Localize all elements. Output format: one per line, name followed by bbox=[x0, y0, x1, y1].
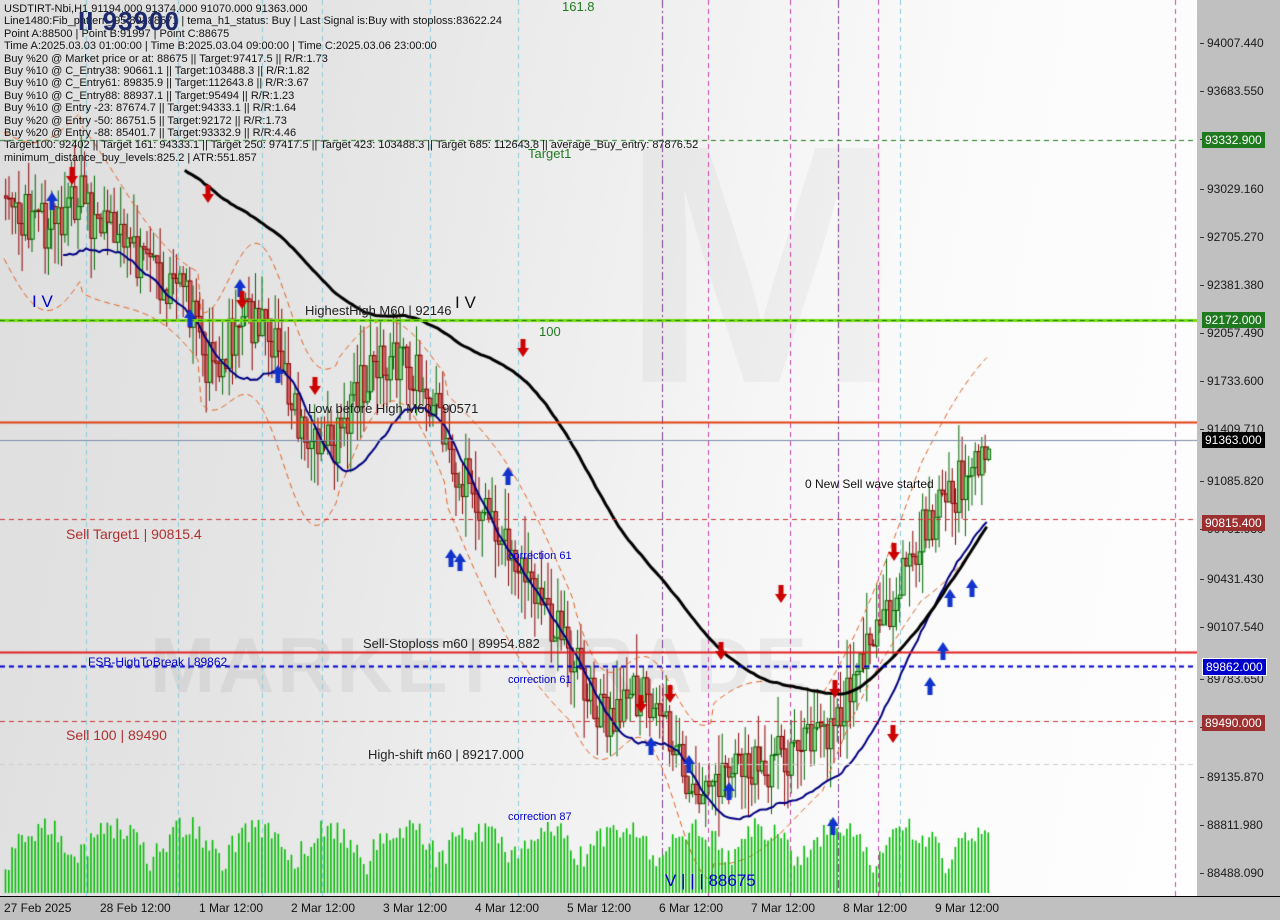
time-tick: 4 Mar 12:00 bbox=[475, 901, 540, 915]
price-tick: 94007.440 bbox=[1200, 36, 1264, 50]
info-quote-line: USDTIRT-Nbi,H1 91194.000 91374.000 91070… bbox=[4, 3, 308, 15]
time-tick: 8 Mar 12:00 bbox=[843, 901, 908, 915]
time-tick: 5 Mar 12:00 bbox=[567, 901, 632, 915]
price-tick: 92057.490 bbox=[1200, 326, 1264, 340]
chart-annotation: Low before High M60 | 90571 bbox=[308, 401, 479, 416]
price-tag[interactable]: 92172.000 bbox=[1202, 312, 1265, 328]
chart-annotation: V | | | 88675 bbox=[665, 871, 756, 890]
price-tick: 90431.430 bbox=[1200, 572, 1264, 586]
chart-annotation: HighestHigh M60 | 92146 bbox=[305, 303, 452, 318]
chart-annotation: Sell Target1 | 90815.4 bbox=[66, 526, 202, 542]
price-tick: 91733.600 bbox=[1200, 374, 1264, 388]
time-tick: 27 Feb 2025 bbox=[4, 901, 72, 915]
info-line-8: Buy %10 @ Entry -23: 87674.7 || Target:9… bbox=[4, 102, 297, 115]
chart-plot-area[interactable]: M MARKET TRADE USDTIRT-Nbi,H1 91194.000 … bbox=[0, 0, 1198, 896]
price-tick: 93029.160 bbox=[1200, 182, 1264, 196]
info-line-2: Point A:88500 | Point B:91997 | Point C:… bbox=[4, 27, 230, 40]
info-line-3: Time A:2025.03.03 01:00:00 | Time B:2025… bbox=[4, 40, 437, 53]
time-tick: 7 Mar 12:00 bbox=[751, 901, 816, 915]
chart-annotation: I V bbox=[455, 293, 476, 312]
info-line-11: Target100: 92402 || Target 161: 94333.1 … bbox=[4, 139, 699, 152]
chart-annotation: FSB-HighToBreak | 89862 bbox=[88, 655, 228, 669]
chart-annotation: correction 61 bbox=[508, 550, 572, 562]
price-tag[interactable]: 89490.000 bbox=[1202, 715, 1265, 731]
time-tick: 9 Mar 12:00 bbox=[935, 901, 1000, 915]
price-tag[interactable]: 93332.900 bbox=[1202, 132, 1265, 148]
price-axis[interactable]: 94007.44093683.55093359.66093029.1609270… bbox=[1197, 0, 1280, 896]
price-tag[interactable]: 90815.400 bbox=[1202, 515, 1265, 531]
price-tick: 88811.980 bbox=[1200, 818, 1263, 832]
info-line-6: Buy %10 @ C_Entry61: 89835.9 || Target:1… bbox=[4, 77, 309, 90]
chart-info-block: USDTIRT-Nbi,H1 91194.000 91374.000 91070… bbox=[4, 3, 698, 164]
chart-annotation: Sell 100 | 89490 bbox=[66, 727, 167, 743]
chart-annotation: I V bbox=[32, 292, 53, 311]
wave-label-overlay: II 93900 bbox=[78, 6, 180, 36]
price-tag[interactable]: 91363.000 bbox=[1202, 432, 1265, 448]
info-line-5: Buy %10 @ C_Entry38: 90661.1 || Target:1… bbox=[4, 64, 310, 77]
time-tick: 1 Mar 12:00 bbox=[199, 901, 264, 915]
price-tag[interactable]: 89862.000 bbox=[1202, 658, 1267, 676]
price-tick: 90107.540 bbox=[1200, 620, 1264, 634]
time-tick: 3 Mar 12:00 bbox=[383, 901, 448, 915]
chart-annotation: Sell-Stoploss m60 | 89954.882 bbox=[363, 636, 540, 651]
chart-annotation: correction 61 bbox=[508, 674, 572, 686]
chart-annotation: correction 87 bbox=[508, 811, 572, 823]
chart-annotation: 161.8 bbox=[562, 0, 595, 14]
info-line-7: Buy %10 @ C_Entry88: 88937.1 || Target:9… bbox=[4, 89, 295, 102]
price-tick: 92381.380 bbox=[1200, 278, 1264, 292]
info-line-12: minimum_distance_buy_levels:825.2 | ATR:… bbox=[4, 151, 257, 164]
price-tick: 89135.870 bbox=[1200, 770, 1264, 784]
price-tick: 93683.550 bbox=[1200, 84, 1264, 98]
price-tick: 92705.270 bbox=[1200, 230, 1264, 244]
chart-annotation: 100 bbox=[539, 324, 561, 339]
price-tick: 88488.090 bbox=[1200, 866, 1264, 880]
info-line-1: Line1480:Fib_pattern_95.89188571 | tema_… bbox=[4, 15, 502, 28]
chart-annotation: High-shift m60 | 89217.000 bbox=[368, 747, 524, 762]
time-axis[interactable]: 27 Feb 2025 28 Feb 12:00 1 Mar 12:00 2 Mar … bbox=[0, 896, 1280, 920]
time-tick: 2 Mar 12:00 bbox=[291, 901, 356, 915]
time-tick: 6 Mar 12:00 bbox=[659, 901, 724, 915]
info-line-4: Buy %20 @ Market price or at: 88675 || T… bbox=[4, 52, 328, 65]
time-tick: 28 Feb 12:00 bbox=[100, 901, 171, 915]
candlestick-canvas bbox=[0, 0, 1197, 896]
chart-annotation: 0 New Sell wave started bbox=[805, 477, 934, 491]
info-line-9: Buy %20 @ Entry -50: 86751.5 || Target:9… bbox=[4, 114, 287, 127]
price-tick: 91085.820 bbox=[1200, 474, 1264, 488]
chart-annotation: Target1 bbox=[528, 146, 572, 161]
info-line-10: Buy %20 @ Entry -88: 85401.7 || Target:9… bbox=[4, 126, 297, 139]
